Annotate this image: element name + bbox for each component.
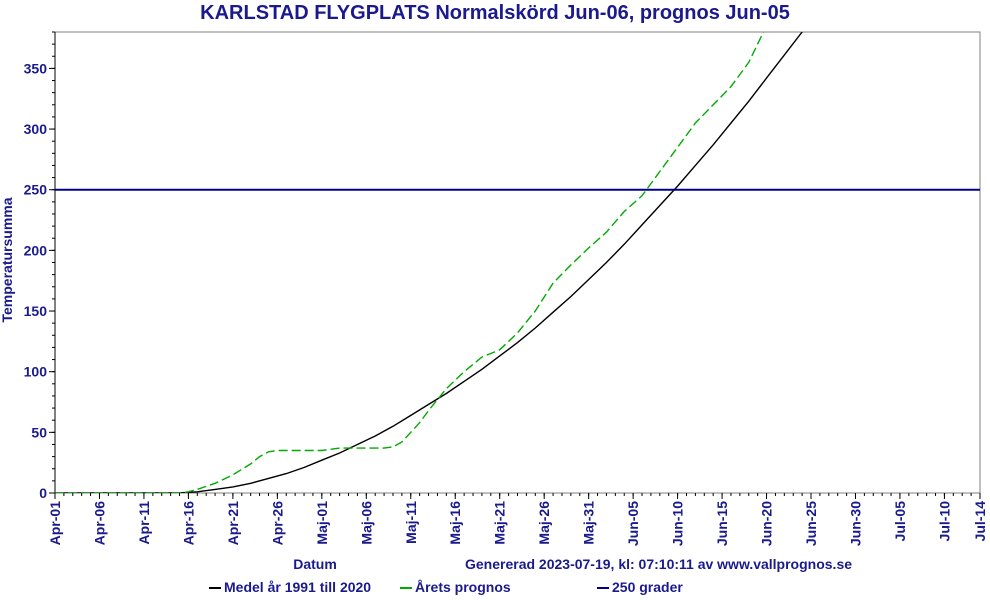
series-line-1 [55,32,765,493]
y-tick-label: 0 [39,485,47,501]
y-tick-label: 350 [24,60,48,76]
x-tick-label: Apr-26 [269,501,285,546]
legend-label: 250 grader [612,579,683,595]
x-tick-label: Jun-15 [714,501,730,546]
x-tick-label: Jun-30 [847,501,863,546]
legend-item-250: 250 grader [597,579,683,595]
x-tick-label: Maj-11 [403,501,419,544]
y-tick-label: 250 [24,182,48,198]
y-tick-label: 200 [24,242,48,258]
x-tick-label: Jul-05 [892,501,908,542]
x-tick-label: Maj-31 [581,501,597,545]
x-tick-label: Jul-14 [972,501,988,542]
y-tick-label: 300 [24,121,48,137]
x-tick-label: Maj-16 [447,501,463,545]
x-tick-label: Apr-06 [91,501,107,546]
legend-line-blue [597,587,609,590]
x-tick-label: Jun-20 [759,501,775,546]
x-tick-label: Apr-11 [136,501,152,545]
y-axis-title: Temperatursumma [0,197,15,322]
x-tick-label: Maj-01 [314,501,330,545]
legend-item-medel: Medel år 1991 till 2020 [209,579,371,595]
chart-title: KARLSTAD FLYGPLATS Normalskörd Jun-06, p… [200,2,790,24]
x-tick-label: Maj-26 [536,501,552,545]
x-tick-label: Jul-10 [936,501,952,542]
x-tick-label: Apr-01 [47,501,63,546]
legend-label: Medel år 1991 till 2020 [224,579,372,595]
y-tick-label: 100 [24,364,48,380]
generated-annotation: Genererad 2023-07-19, kl: 07:10:11 av ww… [465,556,852,572]
x-tick-label: Apr-16 [180,501,196,546]
legend-item-prognos: Årets prognos [400,579,511,595]
x-axis-title: Datum [293,556,337,572]
x-tick-label: Maj-06 [358,501,374,545]
y-tick-label: 50 [31,424,47,440]
y-tick-label: 150 [24,303,48,319]
plot-frame [54,31,981,494]
x-tick-label: Maj-21 [492,501,508,545]
x-tick-label: Jun-25 [803,501,819,546]
x-tick-label: Jun-05 [625,501,641,546]
series-line-0 [55,32,804,493]
x-tick-label: Apr-21 [225,501,241,546]
legend-label: Årets prognos [415,579,511,595]
x-tick-label: Jun-10 [670,501,686,546]
legend-line-green-dashed [400,587,412,590]
legend-line-black [209,587,221,590]
